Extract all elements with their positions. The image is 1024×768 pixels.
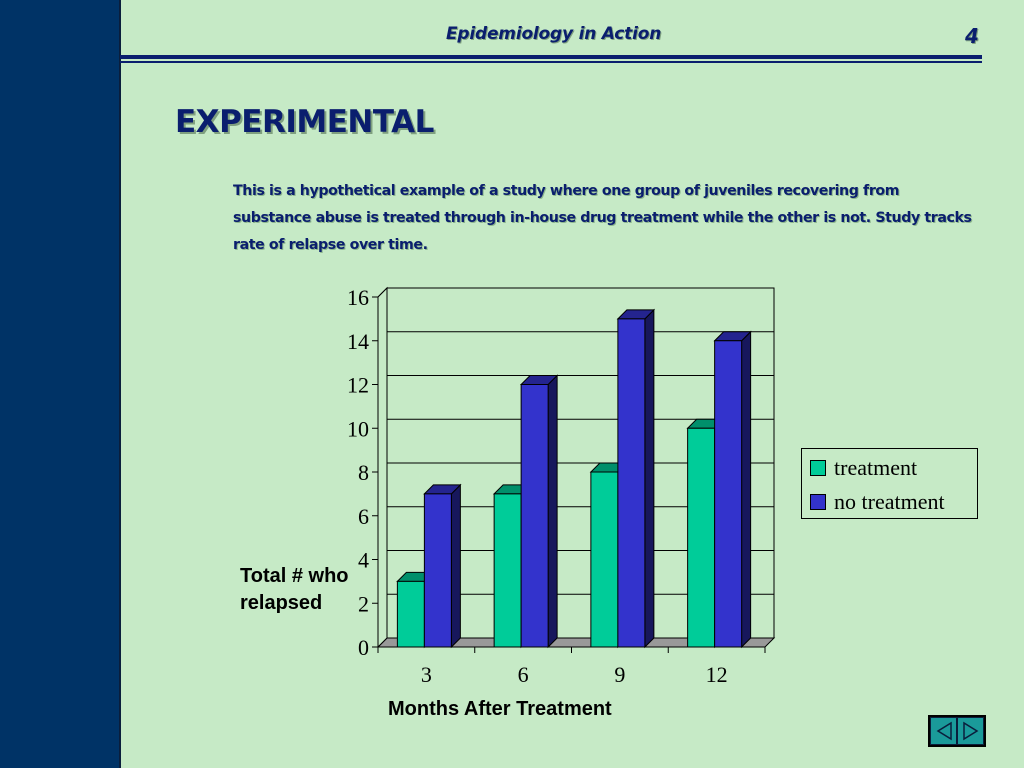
bar-no-treatment-9 xyxy=(616,308,656,649)
slide-title: EXPERIMENTAL xyxy=(175,104,434,140)
bar-side xyxy=(644,308,655,649)
bar-front xyxy=(396,580,425,648)
slide-description: This is a hypothetical example of a stud… xyxy=(233,183,972,253)
y-tick-label: 12 xyxy=(347,373,369,398)
y-tick-label: 0 xyxy=(358,635,369,660)
bar-front xyxy=(617,318,646,648)
x-tick-label: 3 xyxy=(421,662,432,687)
bar-no-treatment-3 xyxy=(423,483,462,649)
chart-legend: treatment no treatment xyxy=(801,448,978,519)
left-sidebar-band xyxy=(0,0,121,768)
y-tick-label: 8 xyxy=(358,460,369,485)
bar-front xyxy=(520,384,549,648)
y-axis-label: Total # who relapsed xyxy=(240,565,349,614)
bar-front xyxy=(493,493,522,648)
header-rule-thin xyxy=(120,61,982,63)
legend-swatch-no-treatment xyxy=(810,494,826,510)
bar-front xyxy=(714,340,743,648)
slide-navigation xyxy=(928,715,986,747)
x-tick-label: 6 xyxy=(518,662,529,687)
y-tick-label: 2 xyxy=(358,591,369,616)
header-rule-thick xyxy=(120,55,982,59)
chart-side-wall xyxy=(377,286,388,649)
y-tick-label: 14 xyxy=(347,329,369,354)
x-tick-label: 9 xyxy=(614,662,625,687)
bar-front xyxy=(590,471,619,648)
legend-label-treatment: treatment xyxy=(834,455,918,480)
legend-item-no-treatment: no treatment xyxy=(810,489,945,515)
y-tick-label: 6 xyxy=(358,504,369,529)
previous-slide-button[interactable] xyxy=(930,717,957,745)
bar-front xyxy=(687,427,716,648)
page-number: 4 xyxy=(965,24,979,48)
bar-side xyxy=(741,330,752,649)
legend-item-treatment: treatment xyxy=(810,455,917,481)
bar-side xyxy=(547,374,558,649)
y-tick-label: 16 xyxy=(347,285,369,310)
next-slide-button[interactable] xyxy=(957,717,984,745)
legend-label-no-treatment: no treatment xyxy=(834,489,945,514)
x-tick-label: 12 xyxy=(706,662,728,687)
bar-front xyxy=(423,493,452,648)
x-axis-label: Months After Treatment xyxy=(388,698,612,720)
y-tick-label: 4 xyxy=(358,548,369,573)
bar-no-treatment-12 xyxy=(713,330,752,649)
header-title: Epidemiology in Action xyxy=(446,24,662,44)
bar-no-treatment-6 xyxy=(519,374,559,649)
previous-slide-icon xyxy=(936,721,952,741)
y-tick-label: 10 xyxy=(347,416,369,441)
legend-swatch-treatment xyxy=(810,460,826,476)
bar-side xyxy=(450,483,461,649)
next-slide-icon xyxy=(962,721,978,741)
